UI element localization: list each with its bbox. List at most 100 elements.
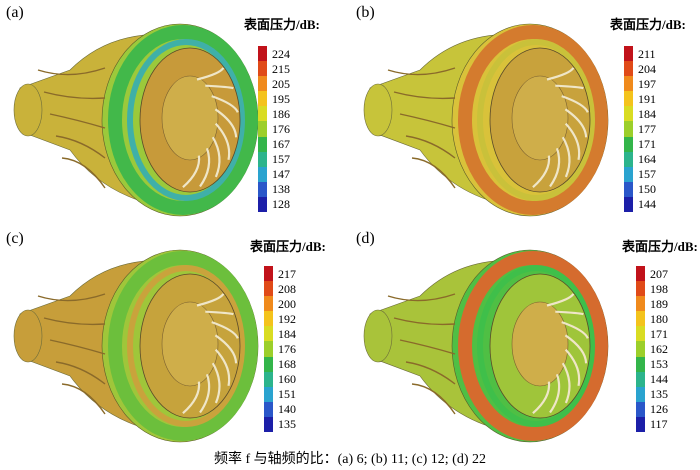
colorbar-swatch	[258, 166, 267, 183]
guide-vane	[387, 67, 456, 76]
panel-b: (b) 表面压力/dB: 211 204 197 191 184 177 171 164 157…	[350, 0, 700, 226]
blade	[561, 362, 571, 404]
colorbar-tick-label: 189	[650, 296, 668, 311]
guide-vane	[411, 383, 456, 415]
colorbar-tick-label: 164	[638, 152, 656, 167]
blade	[211, 95, 239, 113]
turbine-surface-render-d	[363, 249, 609, 443]
colorbar-tick-label: 211	[638, 46, 656, 61]
blade	[549, 147, 561, 188]
shroud-band	[458, 251, 608, 441]
colorbar-tick-label: 162	[650, 342, 668, 356]
inlet-ring	[363, 309, 393, 363]
colorbar-swatch	[624, 61, 633, 77]
blade	[561, 95, 589, 113]
guide-vane	[393, 317, 456, 326]
guide-vane	[411, 157, 456, 189]
colorbar-swatch	[636, 266, 645, 282]
colorbar-swatch	[258, 46, 267, 62]
shroud-band-inner	[477, 39, 595, 201]
hub	[161, 301, 219, 387]
colorbar-tick-label: 207	[650, 266, 668, 281]
hub	[161, 75, 219, 161]
colorbar-tick-label: 208	[278, 281, 296, 296]
colorbar-tick-label: 167	[272, 137, 290, 152]
panel-a: (a) 表面压力/dB: 224 215 205 195 186 176 167 157 147…	[0, 0, 350, 226]
inlet-ring	[363, 83, 393, 137]
colorbar-tick-label: 176	[272, 122, 290, 136]
blade	[549, 373, 561, 414]
blade	[561, 136, 571, 178]
shroud-band	[108, 25, 258, 215]
blade	[555, 84, 584, 90]
guide-vane	[393, 91, 456, 100]
colorbar-tick-label: 197	[638, 76, 656, 91]
colorbar-swatch	[624, 136, 633, 153]
colorbar-swatch	[264, 356, 273, 373]
blade	[214, 108, 238, 138]
panel-label: (d)	[356, 230, 375, 247]
blade	[561, 321, 589, 339]
colorbar-tick-label: 215	[272, 61, 290, 76]
colorbar	[636, 266, 645, 433]
hub	[511, 75, 569, 161]
guide-vane	[43, 317, 106, 326]
blade	[555, 310, 584, 316]
panel-d: (d) 表面压力/dB: 207 198 189 180 171 162 153 144 135…	[350, 226, 700, 452]
colorbar-tick-label: 126	[650, 402, 668, 417]
guide-vane	[55, 135, 106, 159]
colorbar-swatch	[258, 181, 267, 198]
blade	[199, 147, 211, 188]
colorbar-tick-label: 177	[638, 122, 656, 136]
colorbar-tick-label: 128	[272, 197, 290, 212]
colorbar-swatch	[258, 91, 267, 107]
guide-vane	[61, 383, 106, 415]
colorbar-tick-label: 153	[650, 357, 668, 372]
legend-title: 表面压力/dB:	[622, 239, 698, 254]
colorbar-tick-label: 144	[650, 372, 668, 387]
colorbar-tick-label: 157	[272, 152, 290, 167]
colorbar-swatch	[624, 76, 633, 92]
colorbar-swatch	[624, 151, 633, 168]
colorbar-swatch	[636, 326, 645, 342]
colorbar-swatch	[264, 401, 273, 418]
guide-vane	[405, 361, 456, 385]
guide-vane	[399, 113, 456, 129]
shroud-band-inner	[127, 265, 245, 427]
shroud-band-inner	[127, 39, 245, 201]
legend-title: 表面压力/dB:	[610, 17, 686, 32]
colorbar	[264, 266, 273, 433]
colorbar-tick-label: 160	[278, 372, 296, 387]
colorbar-swatch	[624, 196, 633, 213]
colorbar-swatch	[264, 311, 273, 327]
colorbar-swatch	[258, 136, 267, 153]
colorbar-swatch	[636, 371, 645, 388]
colorbar-swatch	[624, 106, 633, 122]
colorbar-swatch	[264, 341, 273, 358]
colorbar-tick-label: 168	[278, 357, 296, 372]
guide-vane	[399, 339, 456, 355]
blade	[211, 136, 221, 178]
blade	[214, 122, 231, 161]
colorbar-swatch	[636, 416, 645, 433]
guide-vane	[43, 91, 106, 100]
turbine-surface-render-a	[13, 23, 259, 217]
blade	[532, 155, 551, 189]
blade	[205, 310, 234, 316]
colorbar-tick-label: 150	[638, 182, 656, 197]
colorbar-swatch	[624, 166, 633, 183]
colorbar-tick-label: 200	[278, 296, 296, 311]
colorbar-tick-label: 151	[278, 387, 296, 402]
colorbar-swatch	[264, 416, 273, 433]
colorbar-tick-label: 195	[272, 91, 290, 106]
guide-vane	[49, 339, 106, 355]
colorbar-tick-label: 204	[638, 61, 656, 76]
colorbar-swatch	[624, 181, 633, 198]
guide-vane	[37, 293, 106, 302]
panel-c: (c) 表面压力/dB: 217 208 200 192 184 176 168 160 151…	[0, 226, 350, 452]
colorbar-tick-label: 198	[650, 281, 668, 296]
colorbar-tick-label: 205	[272, 76, 290, 91]
colorbar-swatch	[636, 281, 645, 297]
blade	[199, 373, 211, 414]
guide-vane	[37, 67, 106, 76]
